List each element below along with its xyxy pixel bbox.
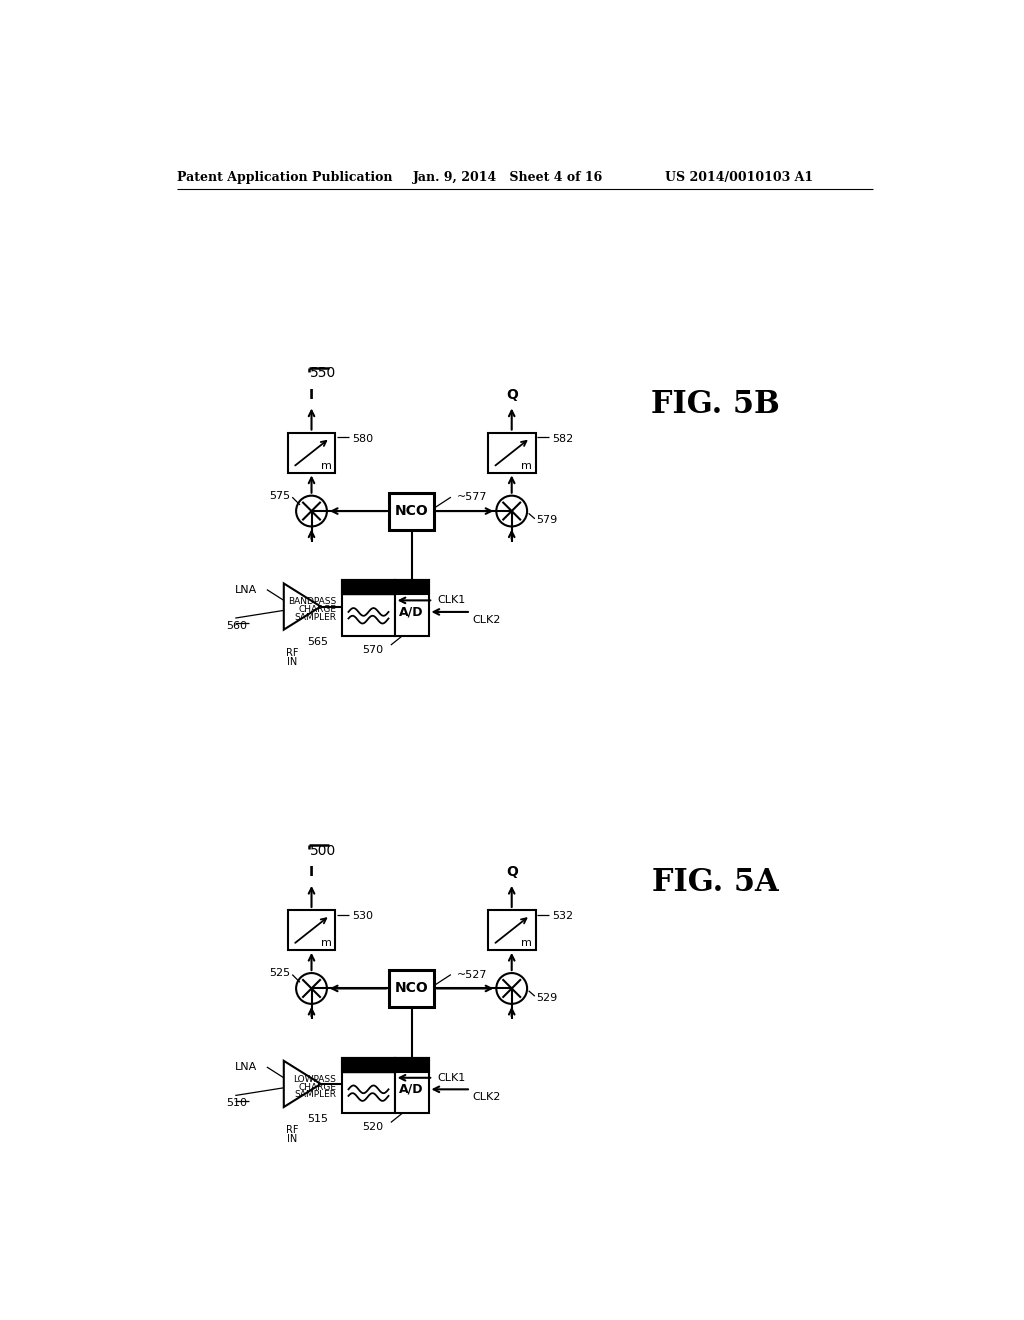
Bar <box>487 433 536 473</box>
Text: CLK2: CLK2 <box>472 615 501 624</box>
Text: 550: 550 <box>310 366 336 380</box>
Text: A/D: A/D <box>399 1082 424 1096</box>
Text: 582: 582 <box>553 434 573 444</box>
Text: 560: 560 <box>226 620 247 631</box>
Bar <box>394 1057 429 1113</box>
Text: SAMPLER: SAMPLER <box>294 1090 336 1100</box>
Bar <box>342 1057 394 1072</box>
Text: Patent Application Publication: Patent Application Publication <box>177 172 392 185</box>
Text: 575: 575 <box>269 491 290 500</box>
Bar <box>342 581 394 594</box>
Text: 525: 525 <box>269 968 290 978</box>
Text: CLK2: CLK2 <box>472 1092 501 1102</box>
Text: 529: 529 <box>537 993 558 1003</box>
Bar <box>394 1057 429 1072</box>
Text: ~527: ~527 <box>457 970 487 979</box>
Text: 530: 530 <box>352 911 374 921</box>
Bar <box>288 909 336 950</box>
Text: NCO: NCO <box>394 504 428 517</box>
Text: US 2014/0010103 A1: US 2014/0010103 A1 <box>665 172 813 185</box>
Text: A/D: A/D <box>399 606 424 619</box>
Text: 580: 580 <box>352 434 374 444</box>
Bar <box>342 1057 394 1113</box>
Bar <box>389 492 434 529</box>
Bar <box>389 970 434 1007</box>
Text: IN: IN <box>287 1134 297 1144</box>
Text: Q: Q <box>506 865 518 879</box>
Text: 515: 515 <box>307 1114 328 1125</box>
Text: 510: 510 <box>226 1098 247 1109</box>
Text: SAMPLER: SAMPLER <box>294 612 336 622</box>
Bar <box>394 581 429 636</box>
Bar <box>288 433 336 473</box>
Bar <box>487 909 536 950</box>
Bar <box>394 581 429 594</box>
Text: FIG. 5B: FIG. 5B <box>651 389 780 420</box>
Text: m: m <box>321 939 332 948</box>
Text: CLK1: CLK1 <box>437 595 465 606</box>
Text: m: m <box>521 939 531 948</box>
Text: RF: RF <box>286 648 298 657</box>
Text: 565: 565 <box>307 638 328 647</box>
Text: LNA: LNA <box>234 1063 257 1072</box>
Text: Q: Q <box>506 388 518 401</box>
Text: 500: 500 <box>310 843 336 858</box>
Text: I: I <box>309 388 314 401</box>
Text: LNA: LNA <box>234 585 257 594</box>
Text: FIG. 5A: FIG. 5A <box>652 867 779 898</box>
Text: ~577: ~577 <box>457 492 487 502</box>
Text: LOWPASS: LOWPASS <box>293 1074 336 1084</box>
Text: CHARGE: CHARGE <box>298 605 336 614</box>
Text: IN: IN <box>287 657 297 667</box>
Text: NCO: NCO <box>394 982 428 995</box>
Bar <box>342 581 394 636</box>
Text: 520: 520 <box>362 1122 383 1133</box>
Text: CHARGE: CHARGE <box>298 1082 336 1092</box>
Text: 579: 579 <box>537 515 558 525</box>
Text: CLK1: CLK1 <box>437 1073 465 1082</box>
Text: BANDPASS: BANDPASS <box>288 598 336 606</box>
Text: m: m <box>321 461 332 471</box>
Text: m: m <box>521 461 531 471</box>
Text: 570: 570 <box>362 644 383 655</box>
Text: Jan. 9, 2014   Sheet 4 of 16: Jan. 9, 2014 Sheet 4 of 16 <box>413 172 603 185</box>
Text: I: I <box>309 865 314 879</box>
Text: 532: 532 <box>553 911 573 921</box>
Text: RF: RF <box>286 1125 298 1135</box>
